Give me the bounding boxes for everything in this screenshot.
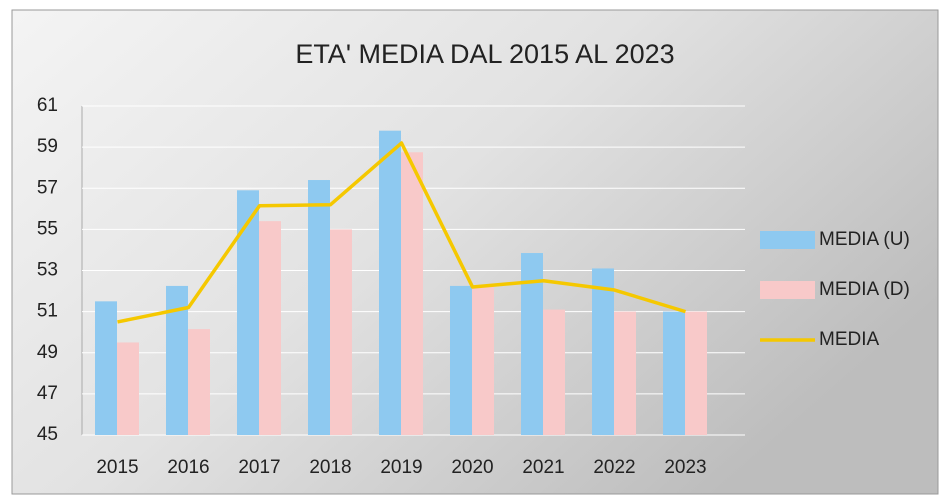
y-tick-label: 55 [37,218,58,239]
bar [188,329,210,435]
bar [117,342,139,435]
x-tick-label: 2020 [451,457,493,478]
bar [379,130,401,436]
bar [543,309,565,435]
y-tick-label: 49 [37,342,58,363]
x-tick-label: 2016 [167,457,209,478]
legend-label: MEDIA (D) [819,279,910,300]
x-tick-label: 2019 [380,457,422,478]
bar [237,190,259,435]
x-tick-label: 2023 [664,457,706,478]
bar [472,285,494,435]
y-tick-label: 45 [37,424,58,445]
y-tick-label: 51 [37,301,58,322]
bar [330,229,352,435]
y-tick-label: 59 [37,136,58,157]
line [117,141,687,324]
bar [259,221,281,435]
x-tick-label: 2022 [593,457,635,478]
bar [592,268,614,435]
legend-swatch [760,231,815,249]
x-tick-label: 2018 [309,457,351,478]
legend-label: MEDIA [819,329,880,350]
bar [166,285,188,435]
bar [614,311,636,435]
x-tick-label: 2017 [238,457,280,478]
y-tick-label: 47 [37,383,58,404]
bar [450,285,472,435]
x-tick-label: 2021 [522,457,564,478]
bar [401,152,423,435]
bar [95,301,117,435]
y-tick-label: 53 [37,260,58,281]
bar [521,253,543,435]
legend-swatch [760,281,815,299]
legend-label: MEDIA (U) [819,229,910,250]
bar [308,180,330,435]
y-tick-label: 57 [37,177,58,198]
bar [663,311,685,435]
chart-title: ETA' MEDIA DAL 2015 AL 2023 [295,39,674,69]
y-tick-label: 61 [37,95,58,116]
bar [685,311,707,435]
x-tick-label: 2015 [96,457,138,478]
